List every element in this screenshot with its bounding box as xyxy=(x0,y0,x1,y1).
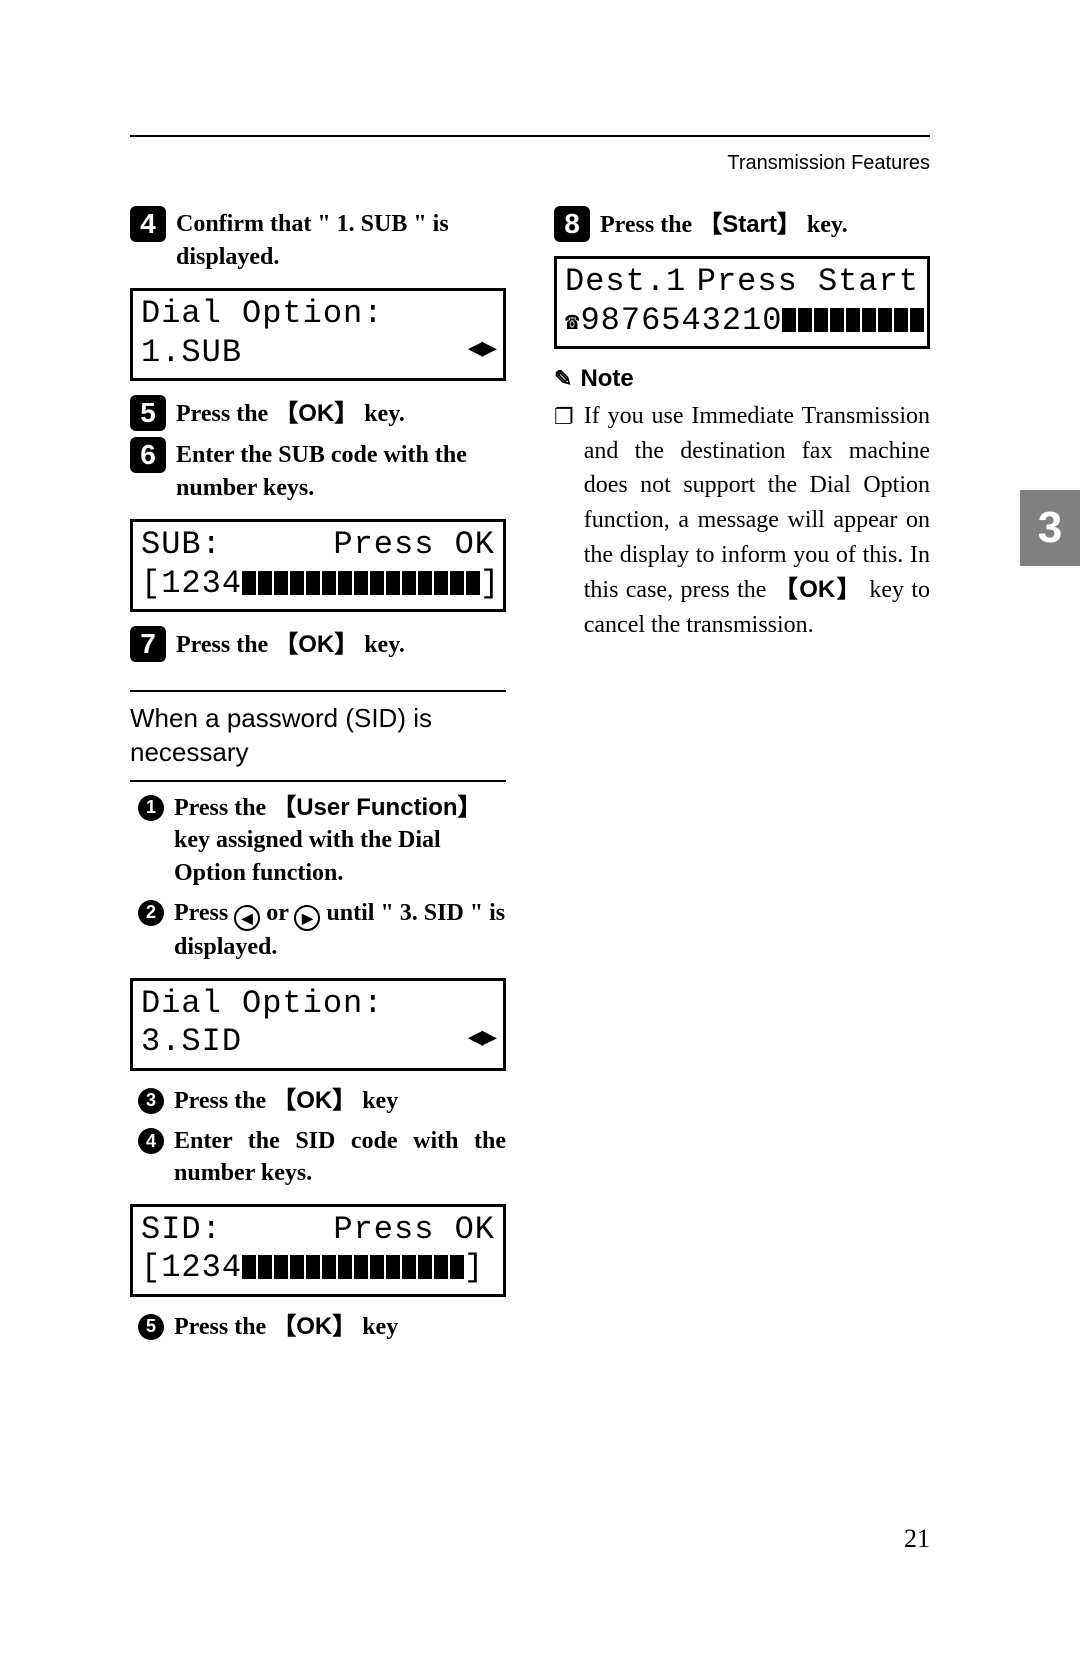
substep-text: Press the 【OK】 key xyxy=(174,1085,398,1117)
content-columns: 4 Confirm that " 1. SUB " is displayed. … xyxy=(130,200,930,1343)
note-label: Note xyxy=(580,365,633,393)
left-column: 4 Confirm that " 1. SUB " is displayed. … xyxy=(130,200,506,1343)
lcd-line: Press Start xyxy=(697,263,919,301)
substep-text: Enter the SID code with the number keys. xyxy=(174,1125,506,1190)
lcd-display-3: Dial Option: 3.SID ◀▶ xyxy=(130,978,506,1071)
key-label: OK xyxy=(296,1313,332,1340)
circle-number-icon: 2 xyxy=(138,900,164,926)
header-rule xyxy=(130,135,930,137)
substep-3: 3 Press the 【OK】 key xyxy=(130,1085,506,1117)
key-label: Start xyxy=(722,211,777,238)
lcd-line: Press OK xyxy=(333,526,495,564)
right-arrow-circle-icon: ▶ xyxy=(294,905,320,931)
left-arrow-circle-icon: ◀ xyxy=(234,905,260,931)
lcd-display-5: Dest.1 Press Start ☎9876543210 xyxy=(554,256,930,349)
step-6: 6 Enter the SUB code with the number key… xyxy=(130,437,506,505)
circle-number-icon: 1 xyxy=(138,795,164,821)
key-label: User Function xyxy=(296,794,457,821)
key-label: OK xyxy=(298,631,334,658)
circle-number-icon: 3 xyxy=(138,1088,164,1114)
lcd-display-4: SID: Press OK [1234] xyxy=(130,1204,506,1297)
chapter-tab: 3 xyxy=(1020,490,1080,566)
substep-text: Press ◀ or ▶ until " 3. SID " is display… xyxy=(174,897,506,964)
lcd-line: Dial Option: xyxy=(141,295,383,333)
substep-text: Press the 【OK】 key xyxy=(174,1311,398,1343)
lcd-arrows-icon: ◀▶ xyxy=(468,334,495,372)
step-text: Enter the SUB code with the number keys. xyxy=(176,437,506,505)
step-text: Press the 【OK】 key. xyxy=(176,395,405,431)
fax-icon: ☎ xyxy=(565,310,580,337)
step-text: Press the 【Start】 key. xyxy=(600,206,848,242)
step-text: Press the 【OK】 key. xyxy=(176,626,405,662)
lcd-line: ☎9876543210 xyxy=(565,302,924,340)
pencil-icon: ✎ xyxy=(554,366,572,392)
substep-2: 2 Press ◀ or ▶ until " 3. SID " is displ… xyxy=(130,897,506,964)
lcd-line: [1234] xyxy=(141,1249,484,1287)
step-number-icon: 5 xyxy=(130,395,166,431)
circle-number-icon: 4 xyxy=(138,1128,164,1154)
bullet-icon: ❐ xyxy=(554,401,574,433)
lcd-line: SUB: xyxy=(141,526,222,564)
right-column: 8 Press the 【Start】 key. Dest.1 Press St… xyxy=(554,200,930,1343)
subheading-block: When a password (SID) is necessary xyxy=(130,690,506,782)
manual-page: Transmission Features 3 4 Confirm that "… xyxy=(0,0,1080,1669)
step-5: 5 Press the 【OK】 key. xyxy=(130,395,506,431)
step-number-icon: 8 xyxy=(554,206,590,242)
lcd-line: Dest.1 xyxy=(565,263,686,301)
step-text: Confirm that " 1. SUB " is displayed. xyxy=(176,206,506,274)
lcd-display-1: Dial Option: 1.SUB ◀▶ xyxy=(130,288,506,381)
substep-text: Press the 【User Function】 key assigned w… xyxy=(174,792,506,889)
lcd-line: 1.SUB xyxy=(141,334,242,372)
lcd-line: [1234] xyxy=(141,565,500,603)
lcd-arrows-icon: ◀▶ xyxy=(468,1023,495,1061)
lcd-line: 3.SID xyxy=(141,1023,242,1061)
key-label: OK xyxy=(296,1087,332,1114)
note-body: ❐ If you use Immediate Transmission and … xyxy=(554,399,930,643)
note-text: If you use Immediate Transmission and th… xyxy=(584,399,930,643)
lcd-line: Press OK xyxy=(333,1211,495,1249)
substep-1: 1 Press the 【User Function】 key assigned… xyxy=(130,792,506,889)
step-8: 8 Press the 【Start】 key. xyxy=(554,206,930,242)
step-number-icon: 7 xyxy=(130,626,166,662)
step-7: 7 Press the 【OK】 key. xyxy=(130,626,506,662)
step-number-icon: 4 xyxy=(130,206,166,242)
lcd-line: SID: xyxy=(141,1211,222,1249)
note-heading: ✎ Note xyxy=(554,365,930,393)
cursor-blocks-icon xyxy=(782,308,924,332)
step-number-icon: 6 xyxy=(130,437,166,473)
substep-4: 4 Enter the SID code with the number key… xyxy=(130,1125,506,1190)
section-title: Transmission Features xyxy=(727,152,930,175)
cursor-blocks-icon xyxy=(242,1255,464,1279)
page-number: 21 xyxy=(904,1524,930,1554)
subheading: When a password (SID) is necessary xyxy=(130,702,506,770)
substep-5: 5 Press the 【OK】 key xyxy=(130,1311,506,1343)
lcd-line: Dial Option: xyxy=(141,985,383,1023)
key-label: OK xyxy=(799,576,835,603)
step-4: 4 Confirm that " 1. SUB " is displayed. xyxy=(130,206,506,274)
key-label: OK xyxy=(298,400,334,427)
cursor-blocks-icon xyxy=(242,571,480,595)
lcd-display-2: SUB: Press OK [1234] xyxy=(130,519,506,612)
circle-number-icon: 5 xyxy=(138,1314,164,1340)
